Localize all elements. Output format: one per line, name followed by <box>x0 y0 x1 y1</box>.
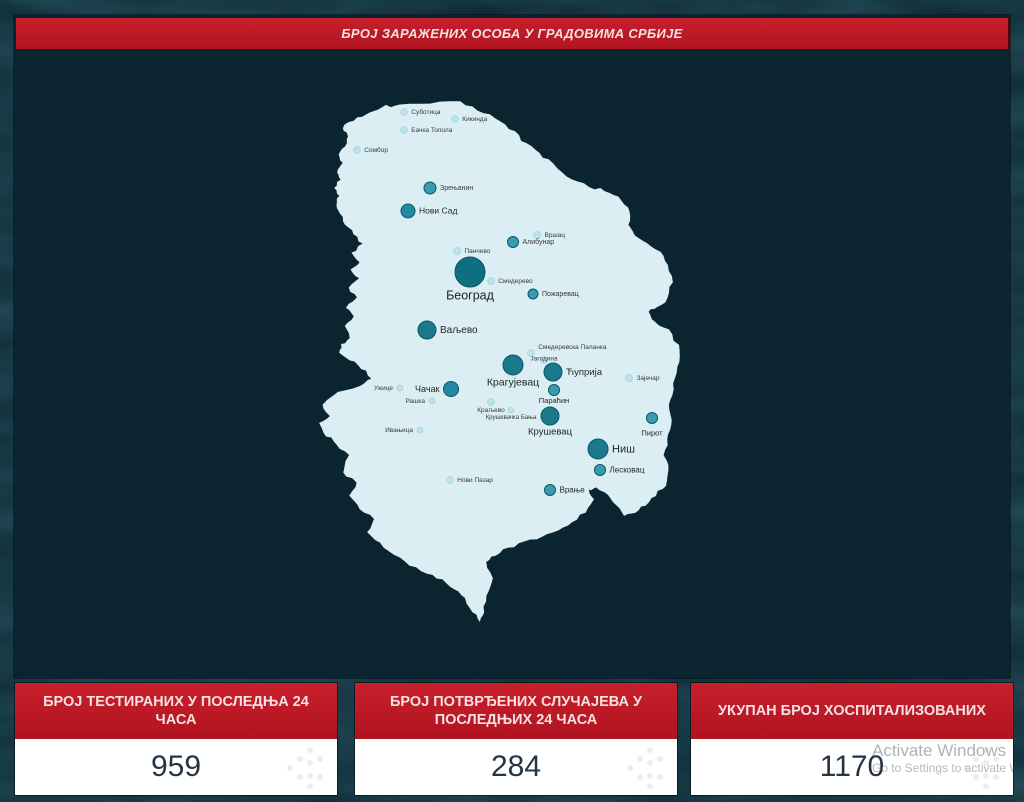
svg-text:Краљево: Краљево <box>477 407 505 414</box>
svg-text:Јагодина: Јагодина <box>530 356 558 363</box>
svg-text:Београд: Београд <box>446 289 495 303</box>
svg-text:Лесковац: Лесковац <box>610 466 645 475</box>
svg-text:Смедеревска Паланка: Смедеревска Паланка <box>538 344 607 351</box>
svg-text:Нови Сад: Нови Сад <box>419 206 457 216</box>
svg-text:Параћин: Параћин <box>539 396 569 405</box>
svg-text:Зрењанин: Зрењанин <box>440 185 473 192</box>
svg-text:Суботица: Суботица <box>411 108 441 116</box>
svg-text:Врање: Врање <box>560 486 586 495</box>
svg-text:Кикинда: Кикинда <box>462 116 487 123</box>
svg-text:Ниш: Ниш <box>612 444 635 456</box>
svg-text:Рашка: Рашка <box>405 398 425 405</box>
svg-text:Крушевац: Крушевац <box>528 427 573 438</box>
svg-text:Алибунар: Алибунар <box>523 238 555 246</box>
svg-text:Ивањица: Ивањица <box>385 427 413 434</box>
svg-text:Нови Пазар: Нови Пазар <box>457 477 493 484</box>
svg-text:Чачак: Чачак <box>415 384 440 394</box>
svg-text:Крагујевац: Крагујевац <box>487 376 539 388</box>
svg-text:Ужице: Ужице <box>374 385 394 392</box>
svg-text:Зајечар: Зајечар <box>637 375 660 382</box>
svg-text:Панчево: Панчево <box>465 248 491 255</box>
svg-text:Ћуприја: Ћуприја <box>566 367 603 378</box>
svg-text:Бачка Топола: Бачка Топола <box>411 127 452 134</box>
svg-text:Пирот: Пирот <box>641 429 663 438</box>
svg-text:Сомбор: Сомбор <box>364 146 388 154</box>
svg-text:Смедерево: Смедерево <box>498 278 533 285</box>
svg-text:Пожаревац: Пожаревац <box>542 291 579 298</box>
svg-text:Крушевачка Бања: Крушевачка Бања <box>486 415 537 421</box>
svg-text:Вршац: Вршац <box>545 232 566 239</box>
svg-text:Ваљево: Ваљево <box>440 325 478 336</box>
